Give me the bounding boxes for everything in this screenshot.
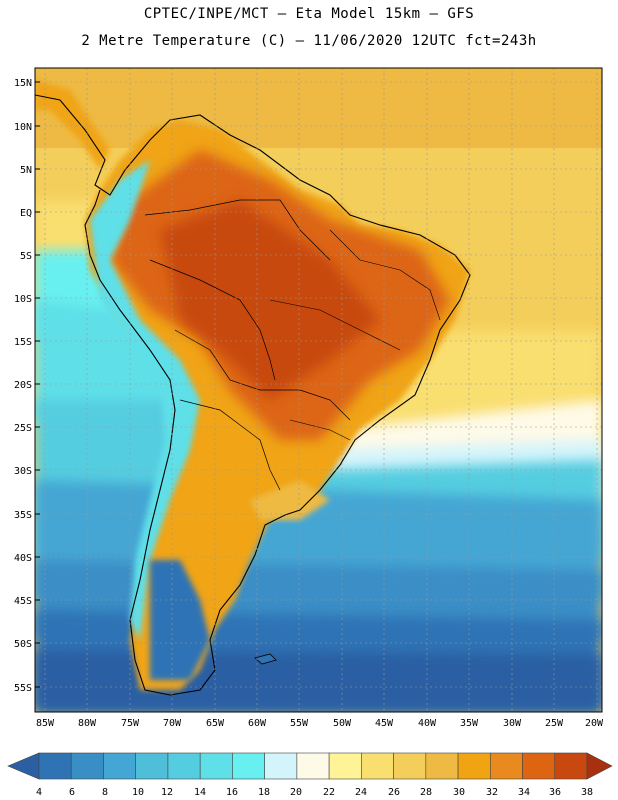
lon-label: 75W — [121, 718, 140, 729]
colorbar-label: 30 — [453, 787, 465, 798]
colorbar-label: 24 — [355, 787, 367, 798]
colorbar-arrow-high — [586, 752, 613, 780]
map-title-line-1: CPTEC/INPE/MCT – Eta Model 15km – GFS — [143, 6, 475, 22]
colorbar-swatch — [522, 752, 556, 780]
colorbar-label: 16 — [226, 787, 238, 798]
map-frame — [34, 67, 603, 713]
lat-label: 45S — [14, 596, 32, 607]
lat-label: 10S — [14, 294, 32, 305]
colorbar-swatch — [167, 752, 201, 780]
colorbar-label: 36 — [549, 787, 561, 798]
latitude-labels: 15N 10N 5N EQ 5S 10S 15S 20S 25S 30S 35S… — [14, 78, 32, 694]
colorbar-label: 34 — [518, 787, 530, 798]
lon-label: 55W — [290, 718, 309, 729]
map-title-line-2: 2 Metre Temperature (C) – 11/06/2020 12U… — [81, 33, 537, 49]
graticule — [35, 68, 602, 712]
map-field — [35, 68, 602, 712]
colorbar-label: 10 — [132, 787, 144, 798]
colorbar-label: 20 — [290, 787, 302, 798]
lat-label: 50S — [14, 639, 32, 650]
lat-label: 15S — [14, 337, 32, 348]
lon-label: 35W — [460, 718, 479, 729]
colorbar — [7, 752, 613, 780]
lon-label: 85W — [36, 718, 55, 729]
colorbar-swatch — [135, 752, 169, 780]
lat-label: 15N — [14, 78, 32, 89]
colorbar-swatch — [199, 752, 233, 780]
lat-label: 5N — [20, 165, 32, 176]
colorbar-swatch — [70, 752, 104, 780]
lon-label: 80W — [78, 718, 97, 729]
lon-label: 50W — [333, 718, 352, 729]
colorbar-label: 28 — [420, 787, 432, 798]
colorbar-swatch — [328, 752, 362, 780]
colorbar-label: 38 — [581, 787, 593, 798]
colorbar-swatch — [425, 752, 459, 780]
colorbar-swatch — [457, 752, 491, 780]
lat-label: 35S — [14, 510, 32, 521]
lat-label: EQ — [20, 208, 32, 219]
colorbar-label: 26 — [388, 787, 400, 798]
colorbar-swatch — [232, 752, 265, 780]
colorbar-label: 12 — [161, 787, 173, 798]
colorbar-label: 8 — [102, 787, 108, 798]
colorbar-labels: 4 6 8 10 12 14 16 18 20 22 24 26 28 30 3… — [36, 787, 593, 798]
colorbar-swatch — [393, 752, 427, 780]
lon-label: 40W — [418, 718, 437, 729]
lon-label: 45W — [375, 718, 394, 729]
colorbar-label: 14 — [194, 787, 206, 798]
longitude-labels: 85W 80W 75W 70W 65W 60W 55W 50W 45W 40W … — [36, 718, 604, 729]
lon-label: 25W — [545, 718, 564, 729]
colorbar-swatch — [554, 752, 588, 780]
lon-label: 65W — [206, 718, 225, 729]
colorbar-label: 22 — [323, 787, 335, 798]
lat-label: 30S — [14, 466, 32, 477]
colorbar-swatch — [361, 752, 394, 780]
lon-label: 30W — [503, 718, 522, 729]
colorbar-label: 32 — [486, 787, 498, 798]
colorbar-label: 18 — [258, 787, 270, 798]
colorbar-arrow-low — [7, 752, 40, 780]
colorbar-swatch — [264, 752, 298, 780]
colorbar-swatch — [296, 752, 330, 780]
lat-label: 5S — [20, 251, 32, 262]
colorbar-label: 4 — [36, 787, 42, 798]
colorbar-swatch — [38, 752, 72, 780]
lat-label: 10N — [14, 122, 32, 133]
colorbar-swatch — [489, 752, 523, 780]
lat-label: 25S — [14, 423, 32, 434]
colorbar-label: 6 — [69, 787, 75, 798]
lat-label: 55S — [14, 683, 32, 694]
colorbar-swatch — [103, 752, 137, 780]
lat-label: 20S — [14, 380, 32, 391]
lon-label: 20W — [585, 718, 604, 729]
lat-label: 40S — [14, 553, 32, 564]
lon-label: 60W — [248, 718, 267, 729]
lon-label: 70W — [163, 718, 182, 729]
